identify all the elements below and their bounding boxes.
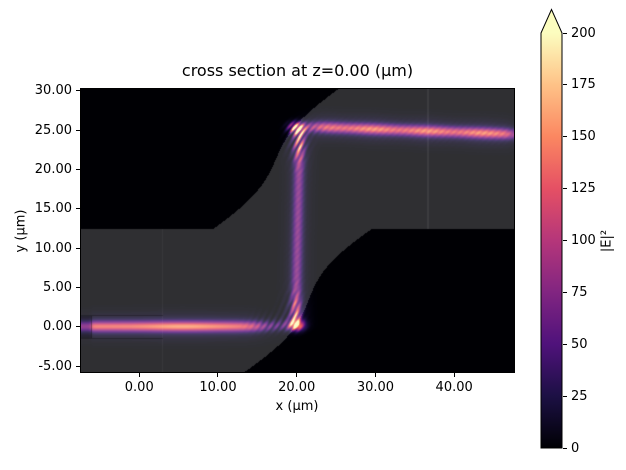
x-tick-mark xyxy=(217,373,219,377)
y-tick-label: -5.00 xyxy=(38,358,72,374)
y-tick-label: 10.00 xyxy=(34,240,72,256)
colorbar-tick-label: 50 xyxy=(571,336,588,352)
y-tick-label: 30.00 xyxy=(34,83,72,99)
colorbar-tick-label: 75 xyxy=(571,284,588,300)
y-tick-mark xyxy=(76,286,80,288)
x-tick-label: 10.00 xyxy=(199,380,237,395)
colorbar-tick-label: 25 xyxy=(571,388,588,404)
y-tick-mark xyxy=(76,169,80,171)
x-tick-mark xyxy=(138,373,140,377)
y-tick-mark xyxy=(76,365,80,367)
x-tick-mark xyxy=(374,373,376,377)
x-tick-mark xyxy=(453,373,455,377)
colorbar-tick-mark xyxy=(563,84,567,86)
plot-title: cross section at z=0.00 (μm) xyxy=(181,61,414,80)
colorbar-tick-label: 100 xyxy=(571,233,596,248)
x-axis-label: x (μm) xyxy=(275,399,319,414)
x-tick-label: 30.00 xyxy=(356,380,395,395)
x-tick-label: 40.00 xyxy=(435,380,473,395)
colorbar xyxy=(540,8,563,449)
y-tick-mark xyxy=(76,129,80,131)
y-tick-label: 25.00 xyxy=(34,122,72,138)
y-tick-label: 0.00 xyxy=(43,319,72,335)
colorbar-tick-label: 0 xyxy=(571,440,580,456)
field-heatmap-canvas xyxy=(81,89,514,372)
y-tick-mark xyxy=(76,326,80,328)
heatmap-plot-area xyxy=(80,88,515,373)
colorbar-tick-mark xyxy=(563,395,567,397)
colorbar-tick-mark xyxy=(563,188,567,190)
y-tick-label: 5.00 xyxy=(43,279,72,295)
x-tick-label: 20.00 xyxy=(278,380,316,395)
y-tick-mark xyxy=(76,208,80,210)
colorbar-gradient-bar xyxy=(540,8,563,449)
y-tick-label: 20.00 xyxy=(34,162,72,178)
colorbar-tick-label: 125 xyxy=(571,181,596,197)
colorbar-tick-label: 150 xyxy=(571,129,596,145)
y-tick-label: 15.00 xyxy=(34,201,72,217)
colorbar-tick-label: 175 xyxy=(571,77,596,93)
x-tick-mark xyxy=(296,373,298,377)
colorbar-tick-mark xyxy=(563,291,567,293)
y-axis-label: y (μm) xyxy=(13,209,29,253)
colorbar-label: |E|² xyxy=(599,229,615,253)
colorbar-tick-mark xyxy=(563,240,567,241)
colorbar-tick-mark xyxy=(563,32,567,34)
y-tick-mark xyxy=(76,90,80,92)
x-tick-label: 0.00 xyxy=(124,380,154,395)
colorbar-tick-mark xyxy=(563,447,567,449)
colorbar-tick-mark xyxy=(563,343,567,345)
colorbar-tick-mark xyxy=(563,136,567,138)
colorbar-tick-label: 200 xyxy=(571,25,596,41)
y-tick-mark xyxy=(76,247,80,249)
